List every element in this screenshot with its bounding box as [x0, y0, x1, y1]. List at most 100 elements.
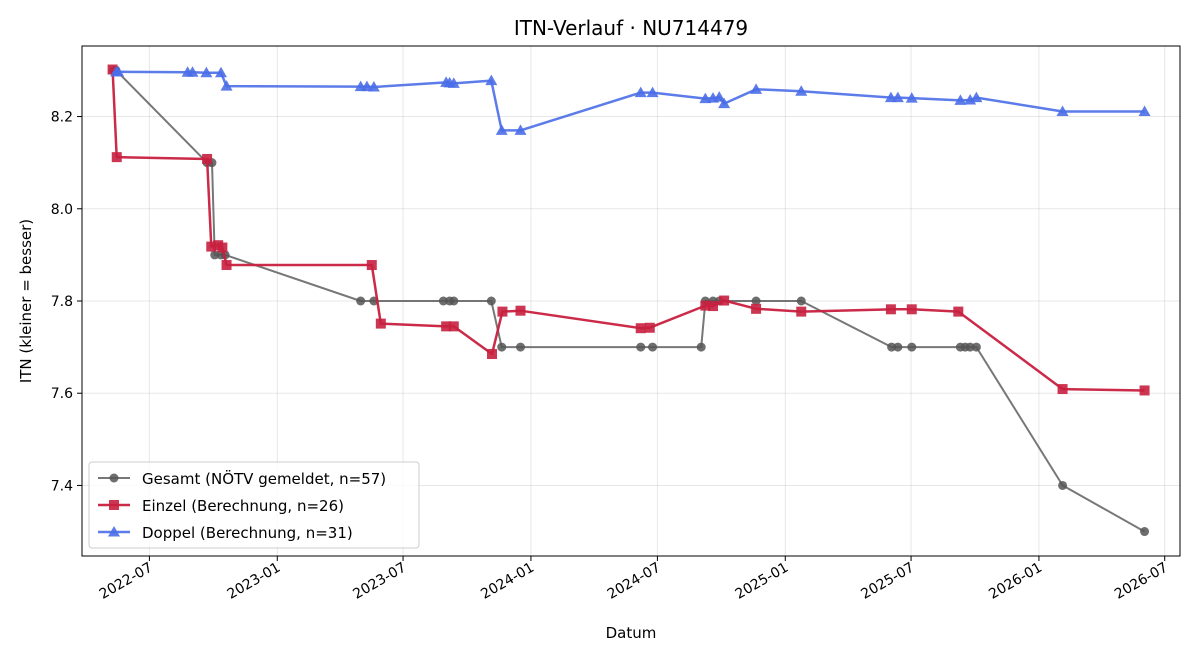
data-point: [1056, 105, 1069, 116]
data-point: [907, 342, 917, 352]
x-axis: 2022-07 2023-01 2023-07 2024-01 2024-07 2025-…: [97, 556, 1171, 603]
x-tick-label: 2023-07: [350, 560, 409, 603]
data-point: [887, 342, 897, 352]
data-point: [644, 322, 655, 333]
legend-label-doppel: Doppel (Berechnung, n=31): [142, 524, 353, 542]
data-point: [217, 242, 228, 253]
chart-title: ITN-Verlauf · NU714479: [514, 16, 748, 40]
series-circle: [108, 65, 1150, 537]
data-point: [206, 241, 217, 252]
x-axis-label: Datum: [606, 624, 657, 642]
series-line: [111, 69, 1145, 392]
data-point: [367, 81, 380, 92]
x-tick-label: 2026-07: [1112, 560, 1171, 603]
data-point: [953, 306, 964, 317]
data-point: [795, 85, 808, 96]
data-point: [891, 91, 904, 103]
data-point: [449, 296, 459, 306]
data-point: [646, 86, 659, 98]
data-point: [796, 306, 807, 317]
data-point: [750, 83, 763, 94]
x-tick-label: 2026-01: [986, 560, 1045, 603]
legend-label-gesamt: Gesamt (NÖTV gemeldet, n=57): [142, 469, 386, 488]
data-point: [220, 80, 233, 91]
data-point: [366, 260, 377, 271]
data-point: [1139, 385, 1150, 396]
data-point: [751, 296, 761, 306]
y-tick-label: 8.2: [51, 110, 73, 126]
data-point: [486, 296, 496, 306]
data-point: [448, 321, 459, 332]
y-tick-label: 8.0: [51, 202, 73, 218]
legend-marker: [108, 526, 120, 537]
legend-marker: [109, 500, 119, 510]
data-point: [438, 296, 448, 306]
data-point: [965, 342, 975, 352]
data-point: [375, 318, 386, 329]
series-layer: [107, 64, 1151, 537]
data-point: [634, 86, 647, 98]
data-point: [441, 321, 452, 332]
y-tick-label: 7.6: [51, 386, 73, 402]
data-point: [970, 91, 983, 103]
data-point: [796, 296, 806, 306]
legend-label-einzel: Einzel (Berechnung, n=26): [142, 497, 344, 515]
data-point: [514, 124, 527, 135]
y-tick-label: 7.4: [51, 478, 73, 494]
data-point: [210, 250, 220, 260]
legend-box: [88, 461, 420, 549]
data-point: [495, 124, 508, 135]
data-point: [1138, 105, 1151, 116]
legend: Gesamt (NÖTV gemeldet, n=57) Einzel (Ber…: [88, 461, 420, 549]
legend-marker: [109, 473, 119, 483]
data-point: [708, 301, 719, 312]
data-point: [713, 91, 726, 102]
y-axis: 7.4 7.6 7.8 8.0 8.2: [51, 110, 82, 494]
data-point: [906, 304, 917, 315]
x-tick-label: 2022-07: [97, 560, 156, 603]
data-point: [885, 304, 896, 315]
data-point: [719, 295, 730, 306]
data-point: [202, 153, 213, 164]
data-point: [111, 152, 122, 163]
data-point: [751, 303, 762, 314]
data-point: [356, 296, 366, 306]
data-point: [487, 349, 498, 360]
data-point: [112, 65, 125, 77]
data-point: [700, 300, 711, 311]
data-point: [497, 342, 507, 352]
x-tick-label: 2025-01: [733, 560, 792, 603]
data-point: [696, 342, 706, 352]
y-tick-label: 7.8: [51, 294, 73, 310]
data-point: [186, 66, 199, 77]
series-square: [107, 64, 1150, 396]
data-point: [214, 66, 227, 78]
x-tick-label: 2023-01: [225, 560, 284, 603]
data-point: [1058, 480, 1068, 490]
data-point: [200, 66, 213, 78]
data-point: [447, 77, 460, 88]
data-point: [107, 64, 118, 75]
data-point: [515, 305, 526, 316]
data-point: [497, 306, 508, 317]
data-point: [221, 260, 232, 271]
x-tick-label: 2024-07: [605, 560, 664, 603]
x-tick-label: 2025-07: [858, 560, 917, 603]
data-point: [954, 94, 967, 105]
data-point: [516, 342, 526, 352]
data-point: [905, 92, 918, 103]
data-point: [636, 342, 646, 352]
data-point: [893, 342, 903, 352]
series-line: [116, 70, 1145, 132]
data-point: [648, 342, 658, 352]
series-triangle: [110, 65, 1151, 135]
y-axis-label: ITN (kleiner = besser): [17, 219, 35, 383]
data-point: [485, 74, 498, 86]
data-point: [1140, 527, 1150, 537]
data-point: [635, 323, 646, 334]
x-tick-label: 2024-01: [478, 560, 537, 603]
data-point: [971, 342, 981, 352]
data-point: [718, 97, 731, 109]
data-point: [1057, 384, 1068, 395]
